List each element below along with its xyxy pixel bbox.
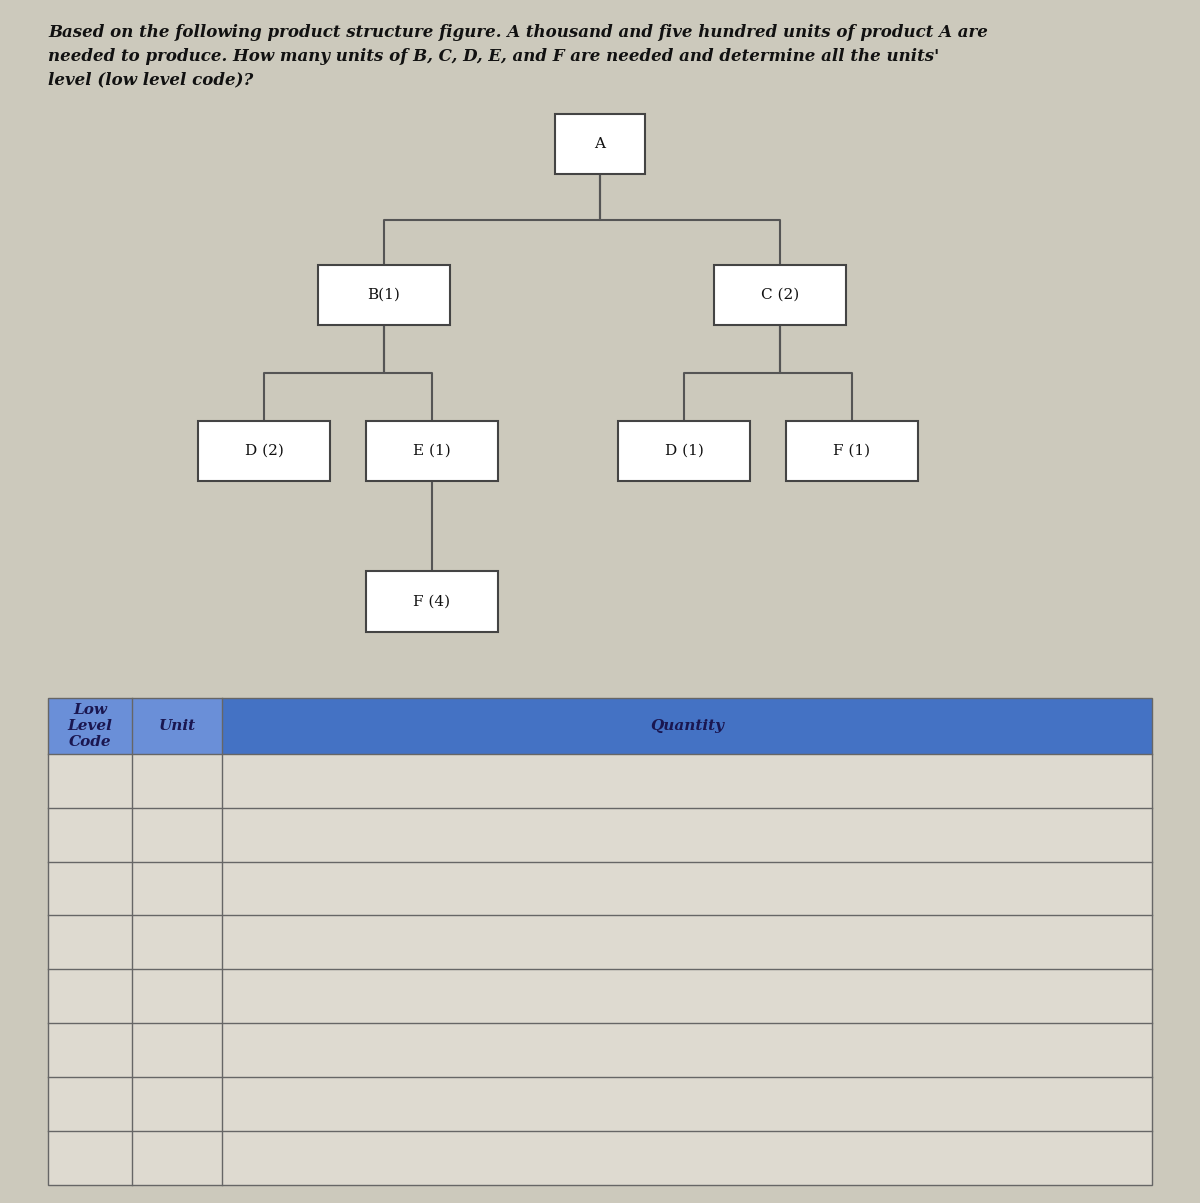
FancyBboxPatch shape (366, 571, 498, 632)
Text: Quantity: Quantity (650, 718, 724, 733)
Bar (48, 698, 132, 754)
Bar (48, 754, 1152, 807)
Bar (48, 1131, 1152, 1185)
Bar (48, 807, 1152, 861)
Bar (48, 1077, 1152, 1131)
FancyBboxPatch shape (786, 421, 918, 481)
Text: A: A (594, 137, 606, 152)
Bar (48, 698, 1152, 1185)
Bar (48, 915, 1152, 970)
Bar (48, 698, 1152, 754)
Bar (48, 861, 1152, 915)
Text: D (2): D (2) (245, 444, 283, 458)
Bar (48, 1024, 1152, 1077)
Bar (48, 970, 1152, 1024)
Text: F (4): F (4) (414, 594, 450, 609)
Text: Low
Level
Code: Low Level Code (67, 703, 113, 749)
Text: B(1): B(1) (367, 288, 401, 302)
Bar (132, 698, 222, 754)
Text: C (2): C (2) (761, 288, 799, 302)
FancyBboxPatch shape (714, 265, 846, 325)
Text: E (1): E (1) (413, 444, 451, 458)
Text: Based on the following product structure figure. A thousand and five hundred uni: Based on the following product structure… (48, 24, 988, 88)
Text: Unit: Unit (158, 718, 196, 733)
FancyBboxPatch shape (198, 421, 330, 481)
FancyBboxPatch shape (618, 421, 750, 481)
FancyBboxPatch shape (554, 114, 646, 174)
FancyBboxPatch shape (366, 421, 498, 481)
Text: F (1): F (1) (834, 444, 870, 458)
Text: D (1): D (1) (665, 444, 703, 458)
FancyBboxPatch shape (318, 265, 450, 325)
